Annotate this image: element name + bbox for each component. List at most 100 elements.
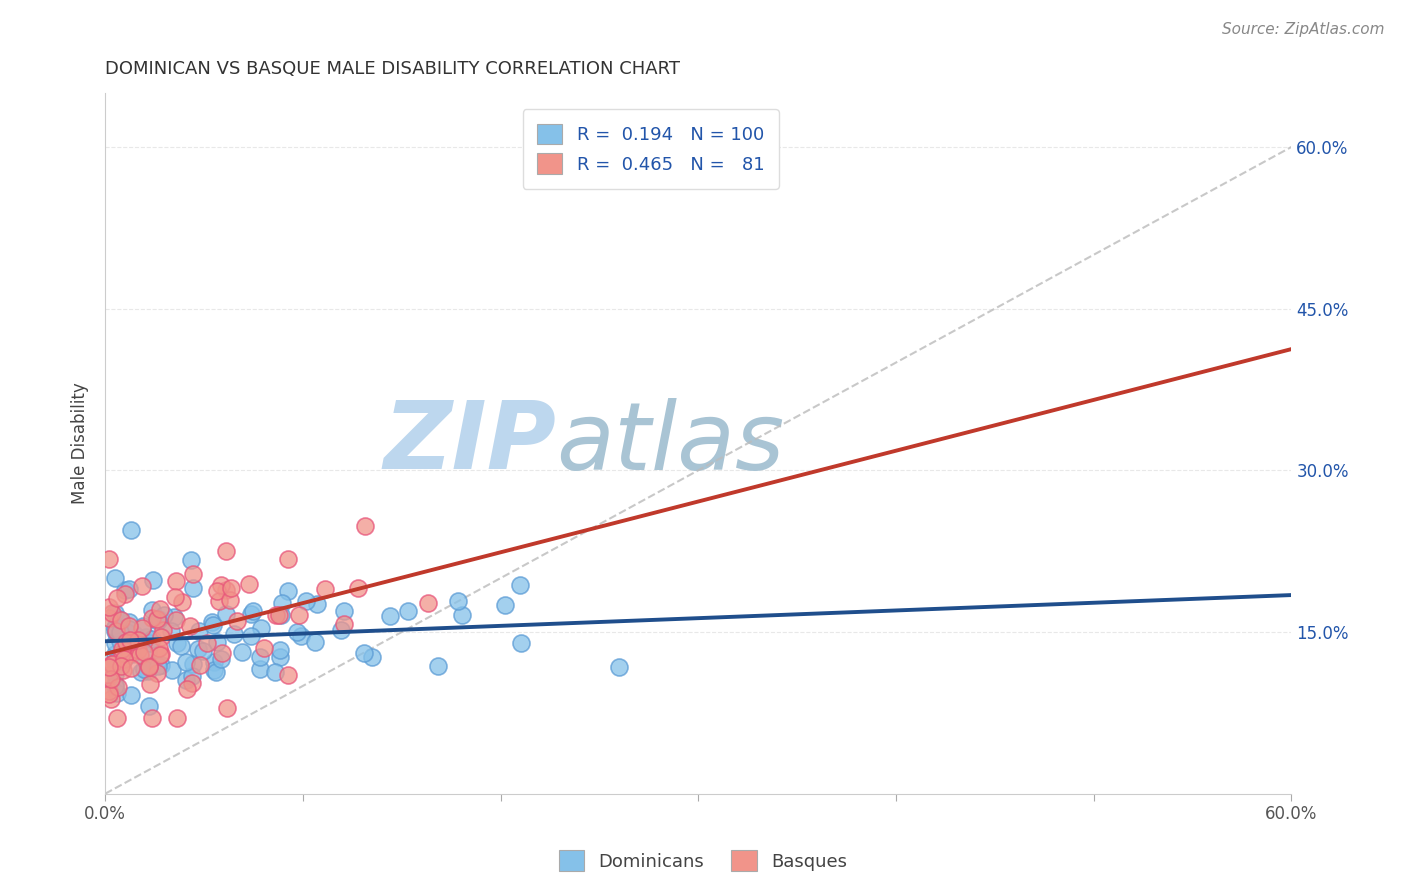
Point	[239, 629, 262, 643]
Point	[181, 669, 204, 683]
Point	[138, 699, 160, 714]
Point	[110, 659, 132, 673]
Point	[180, 553, 202, 567]
Point	[346, 581, 368, 595]
Point	[249, 662, 271, 676]
Point	[118, 615, 141, 629]
Point	[269, 642, 291, 657]
Point	[218, 593, 240, 607]
Point	[378, 608, 401, 623]
Point	[139, 677, 162, 691]
Point	[240, 607, 263, 621]
Point	[149, 648, 172, 663]
Point	[111, 664, 134, 678]
Point	[277, 668, 299, 682]
Point	[104, 648, 127, 662]
Point	[201, 615, 224, 629]
Point	[105, 624, 128, 639]
Point	[98, 551, 121, 566]
Text: Source: ZipAtlas.com: Source: ZipAtlas.com	[1222, 22, 1385, 37]
Point	[107, 680, 129, 694]
Point	[277, 552, 299, 566]
Point	[98, 684, 121, 698]
Point	[101, 657, 124, 672]
Point	[219, 581, 242, 595]
Point	[269, 650, 291, 665]
Point	[115, 634, 138, 648]
Point	[314, 582, 336, 597]
Point	[101, 606, 124, 620]
Point	[104, 620, 127, 634]
Point	[118, 646, 141, 660]
Point	[127, 642, 149, 657]
Point	[141, 710, 163, 724]
Point	[396, 604, 419, 618]
Point	[166, 635, 188, 649]
Text: ZIP: ZIP	[382, 397, 555, 490]
Point	[149, 601, 172, 615]
Point	[114, 587, 136, 601]
Point	[141, 611, 163, 625]
Point	[172, 595, 194, 609]
Point	[202, 617, 225, 632]
Point	[131, 579, 153, 593]
Point	[138, 660, 160, 674]
Point	[121, 688, 143, 702]
Point	[107, 686, 129, 700]
Point	[188, 624, 211, 638]
Point	[145, 612, 167, 626]
Point	[110, 613, 132, 627]
Point	[209, 578, 232, 592]
Point	[195, 636, 218, 650]
Point	[179, 619, 201, 633]
Point	[330, 623, 353, 637]
Point	[509, 636, 531, 650]
Point	[418, 596, 440, 610]
Point	[120, 660, 142, 674]
Point	[138, 659, 160, 673]
Point	[174, 655, 197, 669]
Point	[107, 612, 129, 626]
Point	[118, 618, 141, 632]
Point	[129, 648, 152, 662]
Point	[146, 615, 169, 629]
Point	[205, 584, 228, 599]
Point	[222, 627, 245, 641]
Point	[104, 622, 127, 636]
Point	[105, 711, 128, 725]
Point	[118, 623, 141, 637]
Point	[112, 655, 135, 669]
Point	[214, 607, 236, 621]
Point	[267, 607, 290, 622]
Point	[110, 624, 132, 639]
Point	[132, 619, 155, 633]
Point	[111, 642, 134, 657]
Legend: R =  0.194   N = 100, R =  0.465   N =   81: R = 0.194 N = 100, R = 0.465 N = 81	[523, 109, 779, 189]
Point	[187, 641, 209, 656]
Point	[451, 608, 474, 623]
Point	[183, 657, 205, 672]
Point	[117, 625, 139, 640]
Point	[98, 660, 121, 674]
Point	[111, 646, 134, 660]
Point	[238, 577, 260, 591]
Point	[114, 583, 136, 598]
Legend: Dominicans, Basques: Dominicans, Basques	[551, 843, 855, 879]
Point	[333, 617, 356, 632]
Point	[333, 604, 356, 618]
Point	[118, 582, 141, 596]
Point	[205, 665, 228, 680]
Point	[509, 578, 531, 592]
Point	[191, 644, 214, 658]
Point	[170, 639, 193, 653]
Point	[294, 593, 316, 607]
Point	[122, 626, 145, 640]
Point	[209, 652, 232, 666]
Point	[271, 597, 294, 611]
Point	[100, 692, 122, 706]
Point	[250, 621, 273, 635]
Point	[104, 666, 127, 681]
Point	[208, 594, 231, 608]
Text: DOMINICAN VS BASQUE MALE DISABILITY CORRELATION CHART: DOMINICAN VS BASQUE MALE DISABILITY CORR…	[105, 60, 681, 78]
Point	[226, 614, 249, 628]
